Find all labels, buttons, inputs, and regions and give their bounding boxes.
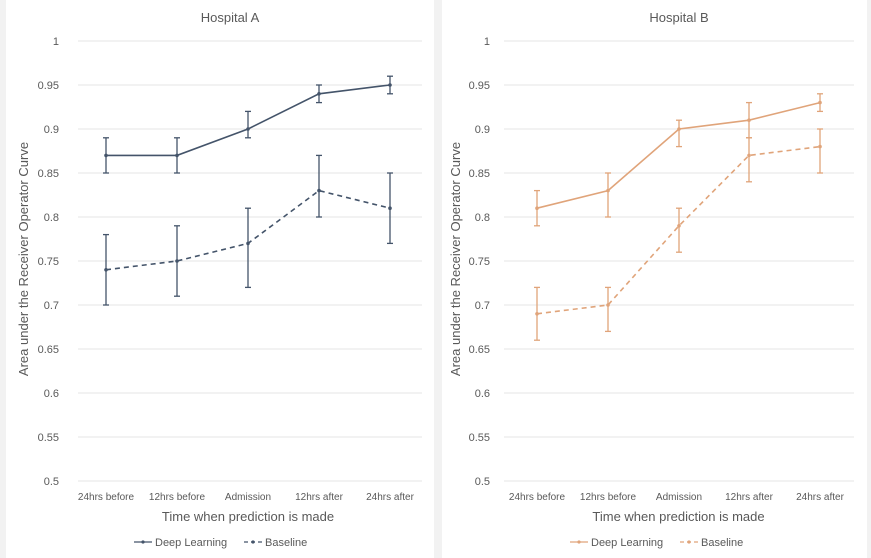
legend-item: Baseline bbox=[680, 537, 743, 549]
data-point bbox=[246, 127, 250, 131]
legend-label: Baseline bbox=[701, 537, 743, 549]
y-tick-label: 0.95 bbox=[38, 80, 59, 92]
data-point bbox=[606, 188, 610, 193]
x-axis-title: Time when prediction is made bbox=[592, 509, 764, 524]
chart-hospital-b: Hospital B 0.5 0.55 0.6 0.65 0.7 0.75 0.8 0.85 0.… bbox=[448, 10, 854, 549]
y-axis-title: Area under the Receiver Operator Curve bbox=[16, 142, 31, 376]
error-bar bbox=[676, 207, 682, 253]
x-tick-label: 12hrs after bbox=[295, 492, 343, 503]
data-point bbox=[388, 83, 392, 87]
data-point bbox=[317, 92, 321, 96]
data-point bbox=[535, 312, 539, 316]
x-tick-label: 24hrs before bbox=[78, 492, 135, 503]
error-bar bbox=[817, 128, 823, 174]
legend-item: Deep Learning bbox=[134, 537, 227, 549]
y-tick-label: 0.6 bbox=[475, 388, 490, 400]
y-tick-label: 0.55 bbox=[38, 432, 59, 444]
x-tick-label: Admission bbox=[225, 492, 271, 503]
x-tick-label: 24hrs before bbox=[509, 492, 566, 503]
x-axis-title: Time when prediction is made bbox=[162, 509, 334, 524]
data-point bbox=[104, 153, 108, 158]
y-axis-title: Area under the Receiver Operator Curve bbox=[448, 142, 463, 376]
series-line bbox=[536, 145, 821, 315]
data-point bbox=[175, 153, 179, 158]
series-deep-learning bbox=[103, 75, 393, 174]
y-tick-label: 0.55 bbox=[469, 432, 490, 444]
error-bar bbox=[245, 207, 251, 289]
y-tick-label: 0.65 bbox=[38, 344, 59, 356]
series-baseline bbox=[534, 128, 823, 341]
y-tick-label: 0.75 bbox=[469, 256, 490, 268]
data-point bbox=[606, 303, 610, 307]
data-point bbox=[388, 206, 392, 210]
y-tick-label: 0.7 bbox=[475, 300, 490, 312]
data-point bbox=[677, 224, 681, 228]
x-tick-label: 12hrs before bbox=[580, 492, 637, 503]
data-point bbox=[747, 118, 751, 122]
data-point bbox=[818, 100, 822, 105]
y-tick-label: 0.8 bbox=[475, 212, 490, 224]
legend: Deep Learning Baseline bbox=[134, 537, 307, 549]
data-point bbox=[818, 144, 822, 149]
chart-title: Hospital B bbox=[649, 10, 708, 25]
y-tick-label: 1 bbox=[484, 36, 490, 48]
y-tick-label: 0.75 bbox=[38, 256, 59, 268]
y-tick-label: 0.95 bbox=[469, 80, 490, 92]
x-tick-label: 12hrs after bbox=[725, 492, 773, 503]
y-tick-label: 1 bbox=[53, 36, 59, 48]
series-baseline bbox=[103, 154, 393, 306]
legend: Deep Learning Baseline bbox=[570, 537, 743, 549]
x-tick-label: Admission bbox=[656, 492, 702, 503]
chart-panel-hospital-a: Hospital A 0.5 0.55 0.6 0.65 0.7 0.75 0.8 0.85 0.… bbox=[6, 0, 434, 558]
error-bar bbox=[316, 154, 322, 218]
error-bar bbox=[245, 110, 251, 139]
data-point bbox=[175, 259, 179, 263]
legend-label: Deep Learning bbox=[591, 537, 663, 549]
error-bar bbox=[746, 137, 752, 183]
y-tick-label: 0.5 bbox=[44, 476, 59, 488]
legend-label: Deep Learning bbox=[155, 537, 227, 549]
data-point bbox=[747, 153, 751, 158]
legend-label: Baseline bbox=[265, 537, 307, 549]
data-point bbox=[317, 188, 321, 193]
x-tick-label: 24hrs after bbox=[796, 492, 844, 503]
y-tick-label: 0.85 bbox=[38, 168, 59, 180]
error-bar bbox=[605, 286, 611, 333]
chart-title: Hospital A bbox=[201, 10, 260, 25]
series-line bbox=[536, 101, 821, 209]
x-tick-label: 24hrs after bbox=[366, 492, 414, 503]
y-tick-label: 0.6 bbox=[44, 388, 59, 400]
data-point bbox=[677, 127, 681, 131]
data-point bbox=[246, 241, 250, 246]
legend-item: Baseline bbox=[244, 537, 307, 549]
y-tick-label: 0.85 bbox=[469, 168, 490, 180]
error-bar bbox=[605, 172, 611, 218]
y-tick-label: 0.8 bbox=[44, 212, 59, 224]
chart-hospital-a: Hospital A 0.5 0.55 0.6 0.65 0.7 0.75 0.8 0.85 0.… bbox=[16, 10, 422, 549]
series-deep-learning bbox=[534, 93, 823, 227]
y-tick-label: 0.5 bbox=[475, 476, 490, 488]
x-tick-label: 12hrs before bbox=[149, 492, 206, 503]
y-tick-label: 0.9 bbox=[44, 124, 59, 136]
data-point bbox=[104, 268, 108, 272]
chart-panel-hospital-b: Hospital B 0.5 0.55 0.6 0.65 0.7 0.75 0.8 0.85 0.… bbox=[442, 0, 867, 558]
data-point bbox=[535, 206, 539, 210]
error-bar bbox=[676, 119, 682, 148]
legend-item: Deep Learning bbox=[570, 537, 663, 549]
y-tick-label: 0.7 bbox=[44, 300, 59, 312]
y-tick-label: 0.65 bbox=[469, 344, 490, 356]
y-tick-label: 0.9 bbox=[475, 124, 490, 136]
